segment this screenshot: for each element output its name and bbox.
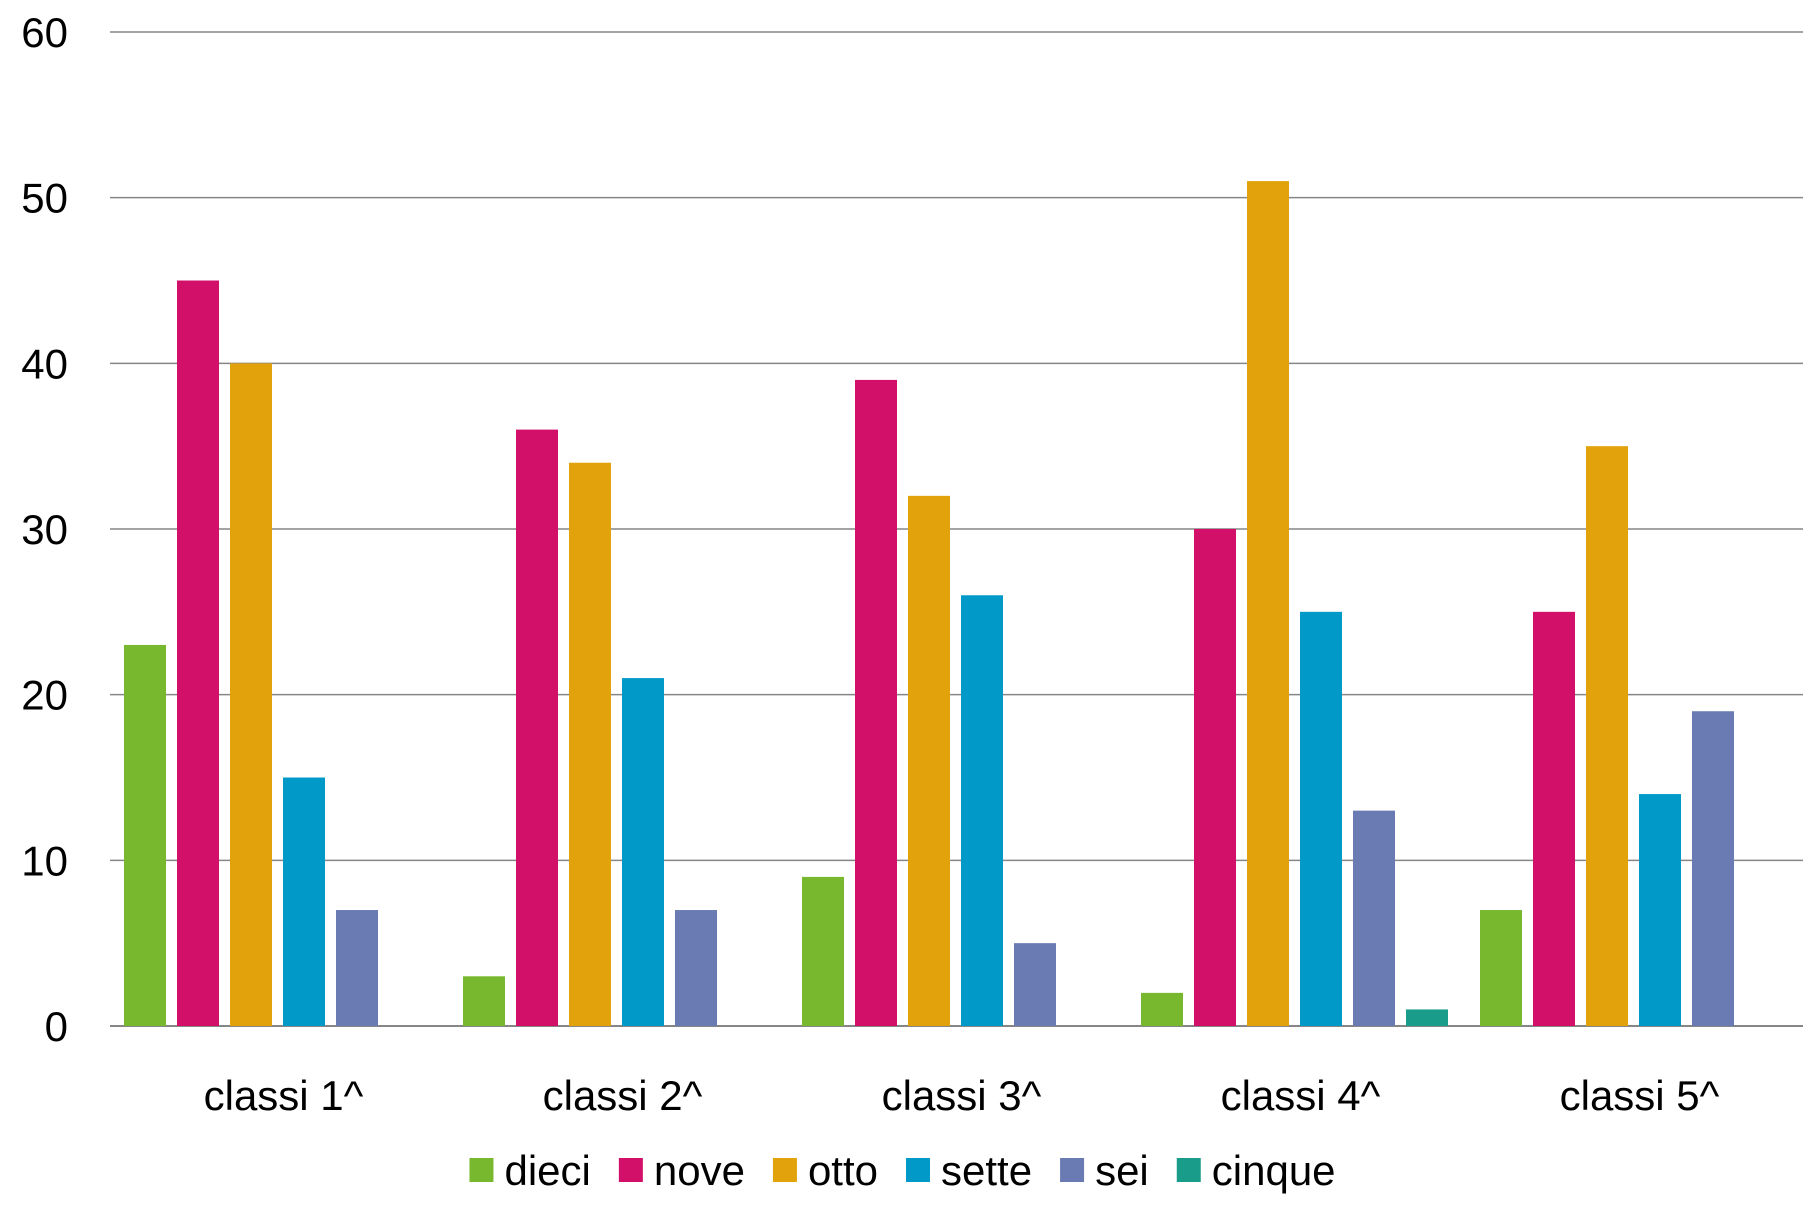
- bar-sette: [1639, 794, 1681, 1026]
- x-tick-label: classi 3^: [882, 1072, 1042, 1119]
- legend-swatch: [772, 1158, 797, 1182]
- legend-swatch: [1060, 1158, 1085, 1182]
- legend-label: nove: [654, 1147, 745, 1194]
- x-tick-label: classi 2^: [543, 1072, 703, 1119]
- bar-sette: [1300, 611, 1342, 1026]
- legend-item-otto: otto: [772, 1147, 878, 1194]
- y-tick-label: 40: [21, 340, 68, 387]
- bar-sei: [1353, 810, 1395, 1026]
- bar-otto: [230, 363, 272, 1026]
- y-tick-label: 10: [21, 837, 68, 884]
- bar-dieci: [1141, 992, 1183, 1026]
- legend-swatch: [469, 1158, 494, 1182]
- x-tick-label: classi 5^: [1560, 1072, 1720, 1119]
- bar-otto: [1247, 181, 1289, 1027]
- x-tick-label: classi 4^: [1221, 1072, 1381, 1119]
- bar-sei: [1014, 943, 1056, 1026]
- y-tick-label: 50: [21, 175, 68, 222]
- bar-otto: [908, 495, 950, 1026]
- legend-swatch: [1176, 1158, 1201, 1182]
- bars: [124, 181, 1734, 1027]
- bar-otto: [1586, 446, 1628, 1027]
- legend-label: cinque: [1212, 1147, 1336, 1194]
- legend-swatch: [906, 1158, 930, 1182]
- bar-otto: [569, 462, 611, 1026]
- y-tick-label: 60: [21, 9, 68, 56]
- legend-item-sei: sei: [1060, 1147, 1149, 1194]
- bar-nove: [1194, 529, 1236, 1026]
- bar-cinque: [1406, 1009, 1448, 1026]
- legend: dieci nove otto sette sei cinque: [469, 1147, 1336, 1194]
- bar-group: [124, 280, 378, 1026]
- bar-nove: [177, 280, 219, 1026]
- y-tick-label: 0: [45, 1003, 68, 1050]
- legend-item-cinque: cinque: [1176, 1147, 1336, 1194]
- bar-sei: [1692, 711, 1734, 1026]
- bar-group: [1480, 446, 1734, 1027]
- legend-label: otto: [808, 1147, 878, 1194]
- x-axis-tick-labels: classi 1^ classi 2^ classi 3^ classi 4^ clas…: [204, 1072, 1720, 1119]
- bar-group: [463, 429, 717, 1027]
- bar-dieci: [124, 644, 166, 1026]
- bar-nove: [516, 429, 558, 1027]
- bar-sette: [622, 678, 664, 1026]
- bar-sette: [283, 777, 325, 1026]
- legend-label: sette: [941, 1147, 1032, 1194]
- y-tick-label: 20: [21, 672, 68, 719]
- legend-label: dieci: [504, 1147, 590, 1194]
- bar-nove: [1533, 611, 1575, 1026]
- legend-swatch: [618, 1158, 643, 1182]
- legend-item-nove: nove: [618, 1147, 745, 1194]
- bar-group: [802, 379, 1056, 1026]
- bar-dieci: [1480, 910, 1522, 1026]
- bar-nove: [855, 379, 897, 1026]
- bar-sei: [675, 910, 717, 1026]
- bar-sei: [336, 910, 378, 1026]
- legend-item-sette: sette: [906, 1147, 1032, 1194]
- bar-sette: [961, 595, 1003, 1026]
- bar-dieci: [463, 976, 505, 1026]
- legend-label: sei: [1095, 1147, 1149, 1194]
- bar-dieci: [802, 876, 844, 1026]
- x-tick-label: classi 1^: [204, 1072, 364, 1119]
- legend-item-dieci: dieci: [469, 1147, 591, 1194]
- y-axis-tick-labels: 0 10 20 30 40 50 60: [21, 9, 68, 1050]
- bar-group: [1141, 181, 1448, 1027]
- y-tick-label: 30: [21, 506, 68, 553]
